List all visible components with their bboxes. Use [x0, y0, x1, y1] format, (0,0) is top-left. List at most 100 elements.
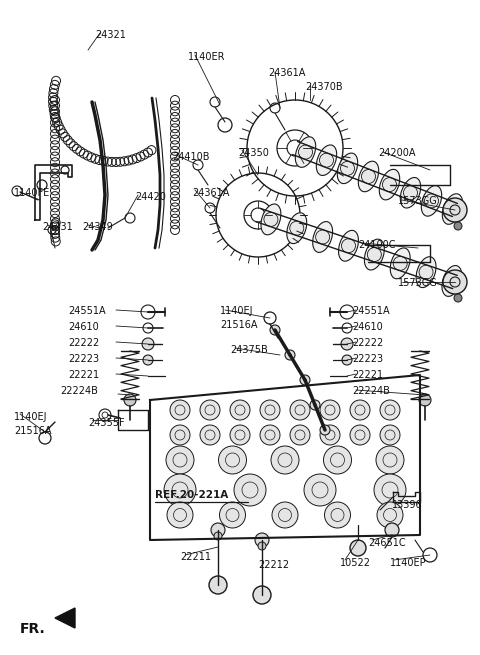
Ellipse shape — [416, 257, 436, 288]
Circle shape — [445, 202, 459, 216]
Circle shape — [264, 212, 278, 227]
Circle shape — [385, 523, 399, 537]
Circle shape — [374, 474, 406, 506]
Text: 1140ER: 1140ER — [188, 52, 226, 62]
Circle shape — [443, 198, 467, 222]
Circle shape — [367, 248, 381, 261]
Circle shape — [230, 425, 250, 445]
Text: 24610: 24610 — [68, 322, 99, 332]
Circle shape — [324, 446, 351, 474]
Circle shape — [419, 265, 433, 279]
Circle shape — [260, 425, 280, 445]
Circle shape — [234, 474, 266, 506]
Text: 1140EJ: 1140EJ — [220, 306, 253, 316]
Circle shape — [350, 400, 370, 420]
Text: 10522: 10522 — [340, 558, 371, 568]
Circle shape — [454, 222, 462, 230]
Ellipse shape — [337, 153, 358, 183]
Circle shape — [200, 400, 220, 420]
Text: 24551A: 24551A — [352, 306, 390, 316]
Ellipse shape — [390, 248, 410, 279]
Circle shape — [258, 542, 266, 550]
Circle shape — [320, 400, 340, 420]
Circle shape — [299, 145, 312, 159]
Circle shape — [383, 178, 396, 192]
Circle shape — [380, 400, 400, 420]
Circle shape — [290, 221, 304, 235]
Circle shape — [230, 400, 250, 420]
Text: 1140EJ: 1140EJ — [14, 412, 48, 422]
Circle shape — [219, 502, 245, 528]
Text: 21516A: 21516A — [220, 320, 257, 330]
Text: 24375B: 24375B — [230, 345, 268, 355]
Text: 22221: 22221 — [352, 370, 383, 380]
Text: 24355F: 24355F — [88, 418, 125, 428]
Circle shape — [300, 375, 310, 385]
Text: REF.20-221A: REF.20-221A — [155, 490, 228, 500]
Circle shape — [320, 425, 340, 445]
Polygon shape — [55, 608, 75, 628]
Text: 13396: 13396 — [392, 500, 422, 510]
Circle shape — [340, 161, 355, 176]
Circle shape — [170, 425, 190, 445]
Circle shape — [285, 350, 295, 360]
Ellipse shape — [287, 213, 307, 244]
Text: 1573GG: 1573GG — [398, 278, 438, 288]
Ellipse shape — [364, 239, 384, 270]
Circle shape — [271, 446, 299, 474]
Circle shape — [164, 474, 196, 506]
Ellipse shape — [379, 170, 400, 200]
Circle shape — [361, 170, 375, 183]
Circle shape — [124, 394, 136, 406]
Ellipse shape — [421, 185, 442, 216]
Text: 21516A: 21516A — [14, 426, 51, 436]
Text: 24370B: 24370B — [305, 82, 343, 92]
Circle shape — [377, 502, 403, 528]
Circle shape — [142, 338, 154, 350]
Ellipse shape — [400, 178, 420, 208]
Circle shape — [454, 294, 462, 302]
Text: 1573GG: 1573GG — [398, 196, 438, 206]
Text: 22222: 22222 — [68, 338, 99, 348]
Ellipse shape — [338, 231, 359, 261]
Text: 24200A: 24200A — [378, 148, 416, 158]
Circle shape — [211, 523, 225, 537]
Circle shape — [342, 355, 352, 365]
Ellipse shape — [295, 137, 316, 167]
Text: 22222: 22222 — [352, 338, 383, 348]
Text: 24431: 24431 — [42, 222, 73, 232]
Text: 22224B: 22224B — [60, 386, 98, 396]
Circle shape — [404, 186, 418, 200]
Circle shape — [255, 533, 269, 547]
Ellipse shape — [442, 265, 462, 296]
Circle shape — [310, 400, 320, 410]
Text: 1140EP: 1140EP — [390, 558, 427, 568]
Circle shape — [272, 502, 298, 528]
Circle shape — [443, 270, 467, 294]
Circle shape — [376, 446, 404, 474]
Text: 24349: 24349 — [82, 222, 113, 232]
Circle shape — [316, 230, 330, 244]
Circle shape — [290, 425, 310, 445]
Text: 24361A: 24361A — [192, 188, 229, 198]
Circle shape — [445, 274, 459, 288]
Circle shape — [260, 400, 280, 420]
Text: 22211: 22211 — [180, 552, 211, 562]
Text: 22223: 22223 — [352, 354, 383, 364]
Circle shape — [341, 338, 353, 350]
Ellipse shape — [442, 194, 463, 224]
Text: 22223: 22223 — [68, 354, 99, 364]
Ellipse shape — [316, 145, 336, 176]
Circle shape — [320, 153, 334, 167]
Text: 24361A: 24361A — [268, 68, 305, 78]
Text: 24410B: 24410B — [172, 152, 209, 162]
Circle shape — [350, 540, 366, 556]
Circle shape — [166, 446, 194, 474]
Text: 1140FE: 1140FE — [14, 188, 50, 198]
Ellipse shape — [358, 161, 379, 192]
Circle shape — [350, 425, 370, 445]
Ellipse shape — [312, 221, 333, 252]
Circle shape — [424, 194, 439, 208]
Text: 24651C: 24651C — [368, 538, 406, 548]
Circle shape — [143, 355, 153, 365]
